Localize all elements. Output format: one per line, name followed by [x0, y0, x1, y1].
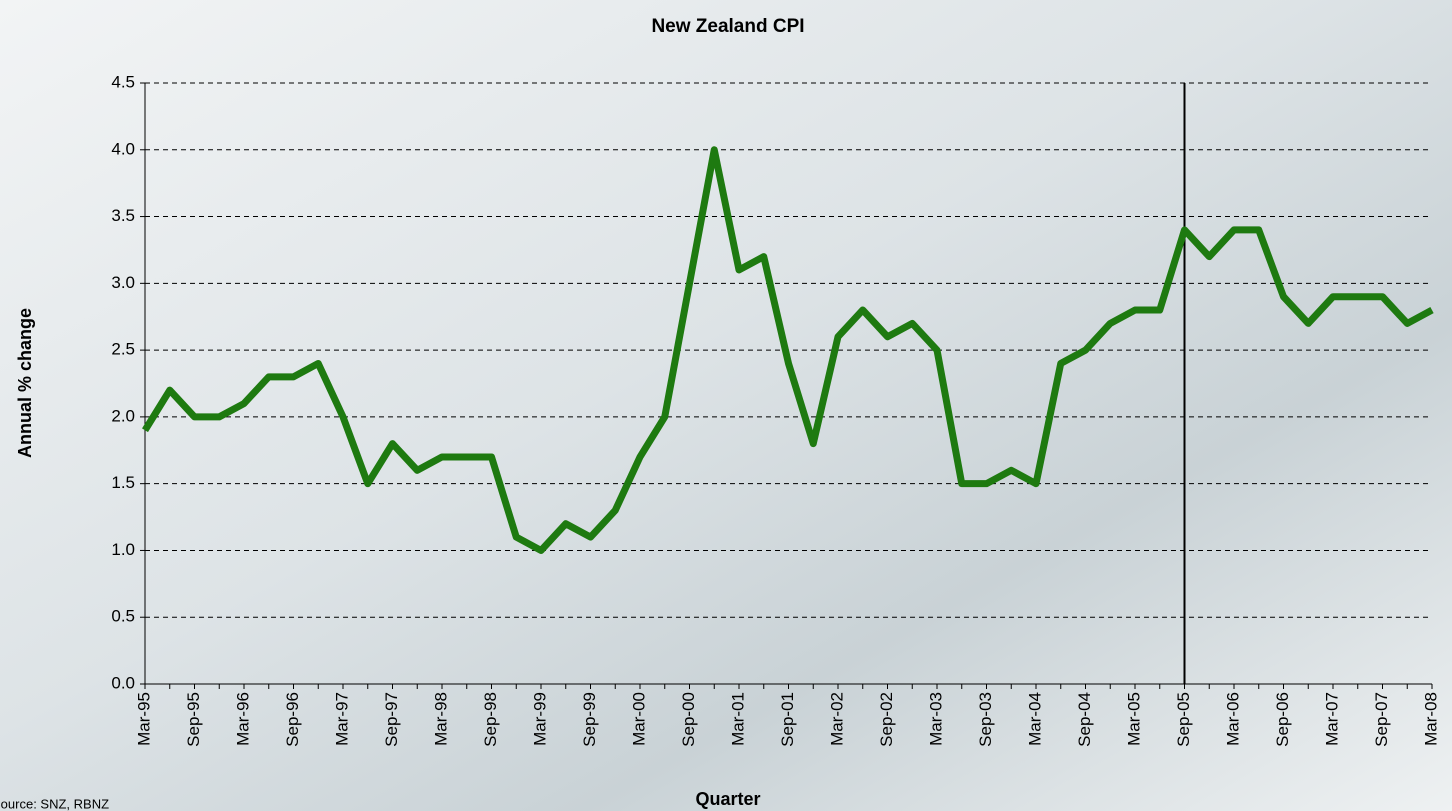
- x-tick-label: Sep-06: [1273, 692, 1292, 747]
- source-note: Source: SNZ, RBNZ: [0, 796, 109, 811]
- x-tick-label: Mar-04: [1025, 692, 1044, 746]
- x-tick-label: Mar-00: [629, 692, 648, 746]
- x-tick-label: Mar-95: [134, 692, 153, 746]
- x-axis-title: Quarter: [695, 789, 760, 809]
- x-tick-label: Mar-02: [827, 692, 846, 746]
- x-tick-label: Sep-03: [976, 692, 995, 747]
- x-tick-label: Mar-05: [1124, 692, 1143, 746]
- x-tick-label: Sep-96: [283, 692, 302, 747]
- x-tick-label: Mar-99: [530, 692, 549, 746]
- y-tick-label: 3.5: [111, 206, 135, 225]
- y-tick-label: 4.0: [111, 139, 135, 158]
- x-tick-label: Sep-97: [382, 692, 401, 747]
- x-tick-label: Mar-01: [728, 692, 747, 746]
- data-line: [142, 146, 1434, 554]
- x-tick-label: Sep-04: [1075, 692, 1094, 747]
- y-tick-label: 2.0: [111, 406, 135, 425]
- x-tick-label: Sep-95: [184, 692, 203, 747]
- x-tick-label: Mar-06: [1223, 692, 1242, 746]
- y-axis-title: Annual % change: [15, 308, 35, 458]
- x-tick-label: Mar-97: [332, 692, 351, 746]
- y-tick-label: 3.0: [111, 273, 135, 292]
- x-tick-label: Sep-00: [679, 692, 698, 747]
- chart-title: New Zealand CPI: [651, 16, 804, 37]
- x-tick-label: Sep-07: [1372, 692, 1391, 747]
- x-tick-label: Sep-98: [481, 692, 500, 747]
- x-tick-label: Mar-98: [431, 692, 450, 746]
- x-tick-label: Mar-07: [1322, 692, 1341, 746]
- x-tick-label: Mar-96: [233, 692, 252, 746]
- x-tick-label: Sep-05: [1174, 692, 1193, 747]
- x-tick-label: Sep-01: [778, 692, 797, 747]
- x-tick-label: Sep-02: [877, 692, 896, 747]
- y-tick-label: 2.5: [111, 340, 135, 359]
- x-tick-label: Sep-99: [580, 692, 599, 747]
- y-tick-label: 0.5: [111, 607, 135, 626]
- y-tick-label: 1.0: [111, 540, 135, 559]
- y-tick-label: 4.5: [111, 72, 135, 91]
- x-tick-label: Mar-08: [1421, 692, 1440, 746]
- y-tick-label: 0.0: [111, 673, 135, 692]
- y-tick-label: 1.5: [111, 473, 135, 492]
- x-tick-label: Mar-03: [926, 692, 945, 746]
